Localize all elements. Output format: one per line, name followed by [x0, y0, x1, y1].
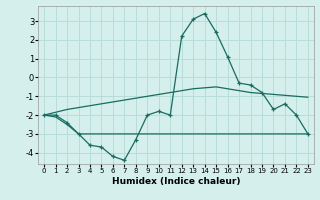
X-axis label: Humidex (Indice chaleur): Humidex (Indice chaleur) — [112, 177, 240, 186]
